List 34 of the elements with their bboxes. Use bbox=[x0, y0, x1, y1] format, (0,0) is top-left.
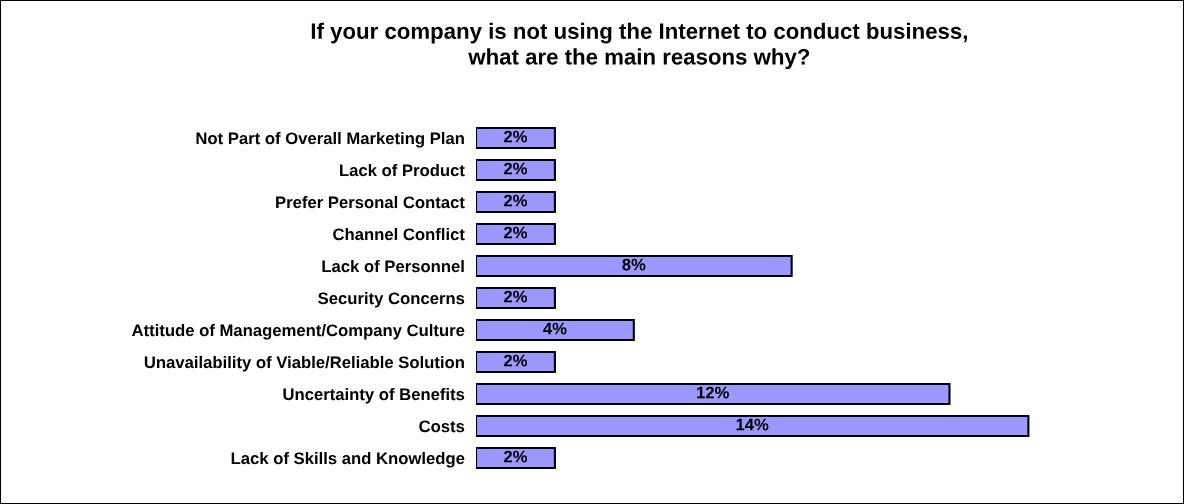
data-label: 2% bbox=[503, 226, 528, 239]
data-label: 2% bbox=[503, 290, 528, 303]
bar bbox=[476, 159, 556, 181]
data-label: 4% bbox=[543, 322, 567, 335]
y-tick-label: Lack of Product bbox=[340, 163, 465, 177]
y-tick-label: Prefer Personal Contact bbox=[276, 195, 465, 209]
y-tick-label: Security Concerns bbox=[318, 291, 465, 308]
data-label: 8% bbox=[622, 258, 646, 271]
chart-title: If your company is not using the Internet to conduct business, what are the main reasons why? bbox=[311, 22, 967, 70]
data-label: 2% bbox=[503, 130, 528, 143]
y-tick-label: Unavailability of Viable/Reliable Solution bbox=[144, 355, 464, 372]
y-tick-label: Costs bbox=[419, 420, 465, 433]
bar bbox=[476, 447, 556, 469]
y-tick-label: Attitude of Management/Company Culture bbox=[131, 323, 465, 340]
y-tick-label: Channel Conflict bbox=[333, 227, 465, 241]
bar bbox=[476, 351, 556, 373]
bar bbox=[476, 287, 556, 309]
data-label: 2% bbox=[503, 354, 528, 367]
data-label: 2% bbox=[503, 450, 528, 463]
data-label: 14% bbox=[736, 418, 769, 431]
data-label: 12% bbox=[697, 386, 729, 399]
data-label: 2% bbox=[503, 162, 528, 175]
bar bbox=[476, 223, 556, 245]
bar bbox=[476, 383, 951, 405]
data-label: 2% bbox=[503, 194, 528, 207]
bar bbox=[476, 191, 556, 213]
bar bbox=[476, 127, 556, 149]
y-tick-label: Lack of Personnel bbox=[322, 259, 464, 273]
bar bbox=[476, 255, 793, 277]
y-tick-label: Lack of Skills and Knowledge bbox=[231, 451, 465, 468]
y-tick-label: Uncertainty of Benefits bbox=[283, 387, 465, 404]
bar bbox=[476, 319, 635, 341]
bar bbox=[476, 415, 1030, 437]
y-tick-label: Not Part of Overall Marketing Plan bbox=[196, 131, 464, 148]
